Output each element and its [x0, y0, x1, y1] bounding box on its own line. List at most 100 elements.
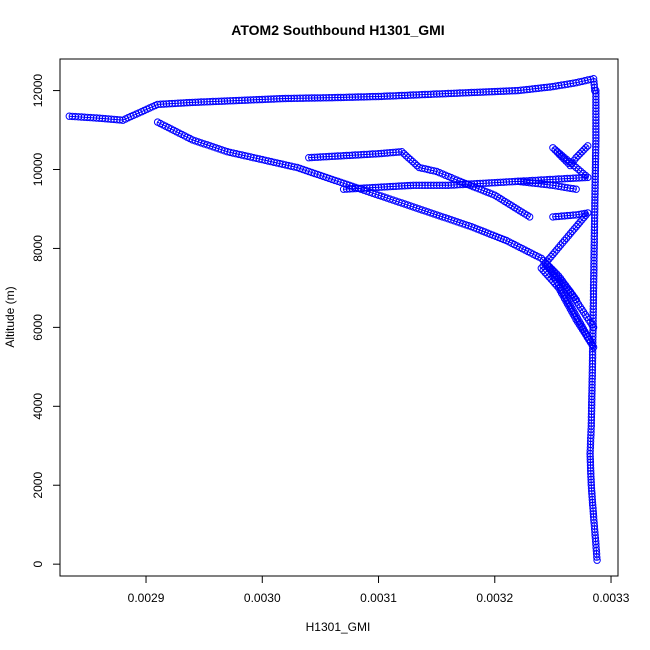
data-point [325, 152, 333, 161]
data-point [462, 89, 470, 97]
data-point [206, 98, 214, 106]
data-point [174, 99, 182, 107]
data-point [543, 176, 551, 184]
data-point [459, 180, 467, 189]
data-point [593, 556, 601, 564]
data-point [564, 285, 573, 294]
data-point [453, 181, 461, 189]
x-axis: 0.0029 0.0030 0.0031 0.0032 0.0033 [128, 575, 630, 605]
data-point [232, 96, 240, 105]
data-point [177, 99, 185, 107]
data-point [560, 175, 569, 183]
data-point [592, 107, 600, 116]
data-point [502, 178, 511, 186]
data-point [534, 176, 543, 184]
data-point [577, 167, 585, 176]
data-point [342, 151, 351, 160]
data-point [555, 175, 563, 183]
x-axis-label: H1301_GMI [306, 620, 371, 634]
data-point [568, 227, 576, 236]
data-point [578, 148, 586, 156]
data-point [508, 87, 516, 95]
data-point [517, 177, 525, 185]
data-point [389, 182, 397, 191]
data-point [392, 92, 400, 100]
data-point [540, 176, 548, 184]
data-point [421, 90, 429, 99]
data-point [191, 98, 200, 107]
data-point [488, 88, 496, 96]
data-point [374, 92, 383, 101]
data-point [380, 149, 388, 157]
data-point [566, 211, 574, 220]
data-point [564, 159, 572, 168]
data-point [553, 148, 561, 156]
data-point [467, 88, 476, 97]
data-point [165, 100, 174, 108]
data-point [261, 95, 269, 104]
data-point [447, 181, 455, 189]
data-point [569, 185, 577, 193]
data-point [581, 171, 590, 180]
data-point [402, 152, 410, 160]
data-point [582, 211, 590, 219]
data-point [514, 177, 522, 186]
data-point [563, 211, 572, 220]
data-point [360, 150, 368, 159]
data-point [278, 94, 287, 103]
data-point [553, 272, 561, 280]
data-point [255, 95, 264, 104]
data-point [588, 490, 596, 498]
data-point [313, 153, 322, 161]
data-point [586, 452, 594, 461]
data-point [380, 183, 388, 191]
data-point [348, 185, 357, 193]
data-point [363, 93, 371, 101]
data-point [371, 183, 380, 192]
data-point [499, 87, 508, 95]
data-point [435, 181, 444, 190]
data-point [398, 182, 406, 190]
data-point [592, 92, 600, 101]
data-point [589, 507, 597, 515]
data-point [433, 181, 441, 190]
data-point [194, 98, 203, 106]
data-point [369, 92, 377, 101]
data-point [185, 98, 194, 107]
data-point [226, 97, 235, 105]
data-point [418, 181, 426, 190]
data-point [511, 87, 519, 95]
data-point [316, 94, 325, 102]
data-point [545, 255, 553, 263]
data-point [415, 91, 423, 99]
data-point [549, 175, 557, 184]
data-point [116, 116, 124, 124]
data-point [331, 93, 339, 102]
data-point [592, 113, 600, 121]
data-point [494, 87, 502, 96]
data-point [302, 94, 310, 102]
data-point [589, 501, 597, 509]
data-point [482, 179, 490, 187]
data-point [557, 153, 566, 161]
data-point [549, 267, 557, 275]
y-tick-label: 10000 [31, 152, 45, 186]
data-point [485, 179, 493, 187]
data-point [354, 93, 362, 101]
data-point [366, 184, 374, 192]
y-axis: 0 2000 4000 6000 8000 10000 12000 [31, 74, 61, 568]
data-point [325, 94, 333, 102]
data-point [377, 149, 386, 158]
data-point [531, 84, 540, 93]
data-point [331, 152, 339, 160]
data-point [357, 151, 365, 159]
data-point [217, 97, 226, 105]
data-point [566, 174, 574, 183]
data-point [592, 125, 600, 133]
data-point [334, 93, 342, 102]
data-point [357, 93, 365, 101]
data-point [543, 260, 551, 268]
data-point [586, 455, 594, 464]
data-point [305, 94, 313, 102]
